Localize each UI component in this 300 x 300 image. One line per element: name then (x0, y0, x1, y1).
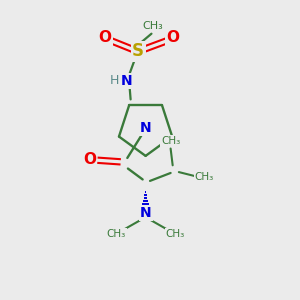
Text: CH₃: CH₃ (195, 172, 214, 182)
Text: O: O (167, 30, 179, 45)
Text: CH₃: CH₃ (165, 229, 185, 239)
Text: O: O (83, 152, 96, 167)
Text: CH₃: CH₃ (161, 136, 180, 146)
Text: S: S (132, 42, 144, 60)
Text: CH₃: CH₃ (142, 21, 163, 31)
Text: CH₃: CH₃ (106, 229, 126, 239)
Text: H: H (110, 74, 119, 87)
Text: N: N (140, 206, 152, 220)
Text: N: N (121, 74, 133, 88)
Text: N: N (140, 121, 152, 135)
Text: O: O (98, 30, 112, 45)
